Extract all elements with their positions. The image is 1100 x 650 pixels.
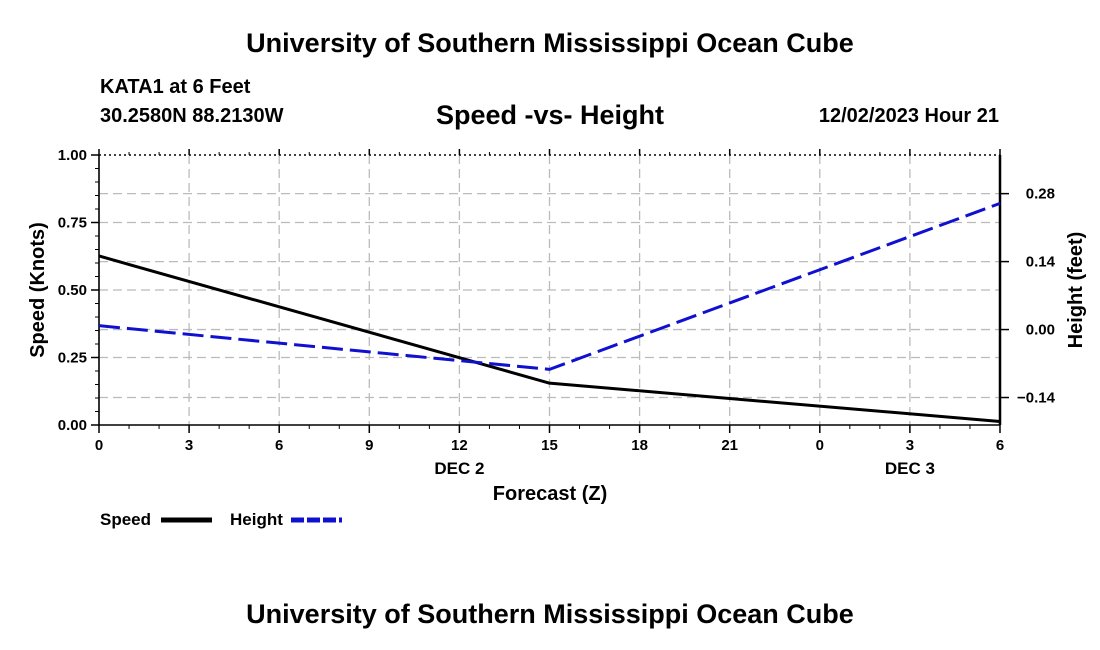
x-tick-label: 6 xyxy=(275,437,283,454)
x-tick-label: 3 xyxy=(185,437,193,454)
x-tick-label: 0 xyxy=(95,437,103,454)
y-axis-title: Speed (Knots) xyxy=(27,222,49,358)
y-tick-label: 1.00 xyxy=(58,147,87,164)
axis-labels: Forecast (Z) Speed (Knots) Height (feet)… xyxy=(27,147,1087,505)
y2-tick-label: −0.14 xyxy=(1017,390,1056,407)
axes xyxy=(91,149,1009,433)
y-tick-label: 0.25 xyxy=(58,350,87,367)
grid-lines xyxy=(99,155,1000,425)
x-tick-label: 12 xyxy=(451,437,468,454)
x-tick-label: 3 xyxy=(906,437,914,454)
y2-tick-label: 0.00 xyxy=(1026,322,1055,339)
footer-title: University of Southern Mississippi Ocean… xyxy=(246,599,854,629)
data-series xyxy=(98,201,1001,423)
x-tick-label: 18 xyxy=(631,437,648,454)
legend: Speed Height xyxy=(100,510,342,529)
legend-label-height: Height xyxy=(230,510,283,529)
x-axis-title: Forecast (Z) xyxy=(493,483,607,505)
y-tick-label: 0.00 xyxy=(58,417,87,434)
y-tick-label: 0.75 xyxy=(58,215,87,232)
y2-tick-label: 0.14 xyxy=(1026,254,1056,271)
y2-axis-title: Height (feet) xyxy=(1065,232,1087,349)
y2-tick-label: 0.28 xyxy=(1026,186,1055,203)
chart-title: Speed -vs- Height xyxy=(435,100,665,130)
y-tick-label: 0.50 xyxy=(58,282,87,299)
x-tick-label: 9 xyxy=(365,437,373,454)
series-line-speed xyxy=(98,254,1001,423)
x-tick-label: 6 xyxy=(996,437,1004,454)
series-line-height xyxy=(98,201,1001,371)
x-tick-label: 21 xyxy=(721,437,738,454)
main-title: University of Southern Mississippi Ocean… xyxy=(246,28,854,58)
legend-label-speed: Speed xyxy=(100,510,151,529)
x-tick-label: 15 xyxy=(541,437,558,454)
x-tick-label: 0 xyxy=(816,437,824,454)
datetime-label: 12/02/2023 Hour 21 xyxy=(818,105,999,127)
speed-height-chart: Forecast (Z) Speed (Knots) Height (feet)… xyxy=(27,147,1087,529)
station-label: KATA1 at 6 Feet xyxy=(100,76,251,98)
date-label: DEC 3 xyxy=(885,459,935,478)
coordinates-label: 30.2580N 88.2130W xyxy=(100,105,284,127)
date-label: DEC 2 xyxy=(434,459,484,478)
